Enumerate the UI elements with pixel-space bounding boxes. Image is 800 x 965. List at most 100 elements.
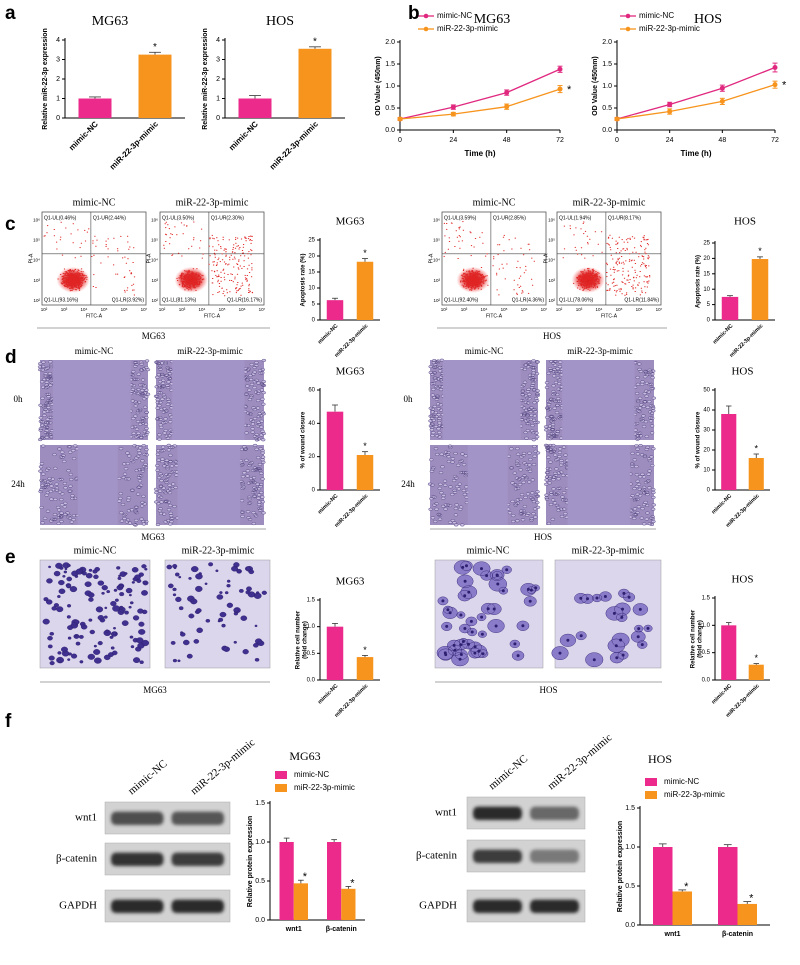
- quadrant-label: Q1-UR(2.44%): [93, 215, 126, 221]
- flow-x-tick: 10⁶: [239, 307, 246, 312]
- flow-y-tick: 10⁴: [151, 258, 158, 263]
- flow-x-tick: 10³: [179, 307, 186, 312]
- x-axis-label: Time (h): [681, 149, 712, 158]
- bar: [356, 455, 374, 490]
- chart-title: MG63: [474, 12, 511, 27]
- bar: [341, 888, 356, 920]
- x-tick-label: mimic-NC: [712, 323, 734, 345]
- legend-swatch: [275, 771, 287, 779]
- y-tick-label: 0.0: [602, 127, 612, 134]
- flow-y-tick: 10⁶: [433, 217, 440, 222]
- bar: [279, 842, 294, 920]
- y-tick-label: 20: [703, 256, 710, 262]
- point: [504, 104, 510, 110]
- blot-band: [530, 899, 579, 914]
- column-title: mimic-NC: [75, 346, 114, 356]
- y-tick-label: 1.5: [602, 61, 612, 68]
- point: [397, 116, 403, 122]
- y-tick-label: 0: [312, 488, 316, 494]
- flow-x-tick: 10²: [556, 307, 563, 312]
- flow-y-tick: 10⁴: [433, 258, 440, 263]
- protein-label: β-catenin: [56, 853, 98, 865]
- column-title: mimic-NC: [465, 346, 504, 356]
- quadrant-label: Q1-LR(16.17%): [227, 297, 262, 303]
- protein-label: GAPDH: [59, 900, 97, 912]
- flow-y-tick: 10⁵: [33, 237, 40, 242]
- y-tick-label: 0: [56, 115, 60, 122]
- stained-cells: [42, 562, 150, 666]
- flow-x-tick: 10³: [61, 307, 68, 312]
- series-line: [399, 88, 561, 120]
- blot-band: [171, 811, 224, 826]
- bar: [721, 414, 737, 490]
- y-tick-label: 0.0: [625, 922, 635, 929]
- flow-plot: [556, 211, 662, 306]
- bar: [721, 625, 737, 680]
- blot-band: [530, 849, 579, 864]
- y-tick-label: 15: [703, 271, 710, 277]
- y-axis-label: OD Value (450nm): [592, 56, 599, 116]
- protein-label: wnt1: [435, 807, 457, 819]
- blot-band: [171, 899, 224, 914]
- legend-swatch: [275, 784, 287, 792]
- y-tick-label: 20: [703, 448, 710, 454]
- quadrant-label: Q1-LR(11.84%): [624, 297, 659, 303]
- y-tick-label: 4: [216, 37, 220, 44]
- legend-label: miR-22-3p-mimic: [639, 24, 700, 33]
- row-label: 0h: [14, 394, 24, 404]
- blot-band: [530, 806, 579, 821]
- chart-title: HOS: [266, 14, 294, 29]
- series-line: [399, 68, 561, 120]
- significance: *: [363, 645, 367, 655]
- quadrant-label: Q1-UR(8.17%): [608, 215, 641, 221]
- y-tick-label: 0: [312, 318, 316, 324]
- quadrant-label: Q1-LR(4.36%): [512, 297, 545, 303]
- y-tick-label: 3: [56, 56, 60, 63]
- blot-band: [111, 852, 164, 867]
- flow-plot: [159, 211, 265, 306]
- y-tick-label: 0.0: [385, 127, 395, 134]
- column-title: miR-22-3p-mimic: [188, 737, 257, 798]
- blot-band: [473, 806, 522, 821]
- y-tick-label: 1: [56, 95, 60, 102]
- flow-x-tick: 10⁶: [121, 307, 128, 312]
- quadrant-label: Q1-LL(93.16%): [44, 297, 79, 303]
- significance: *: [363, 248, 367, 258]
- y-tick-label: 1.5: [702, 596, 711, 602]
- x-tick-label: miR-22-3p-mimic: [108, 119, 160, 171]
- quadrant-label: Q1-UR(2.30%): [211, 215, 244, 221]
- legend-marker: [423, 26, 429, 32]
- significance: *: [754, 653, 758, 663]
- legend-label: miR-22-3p-mimic: [437, 24, 498, 33]
- bar: [751, 259, 769, 320]
- x-tick-label: 48: [718, 137, 726, 144]
- flow-x-tick: 10²: [441, 307, 448, 312]
- flow-x-tick: 10³: [576, 307, 583, 312]
- quadrant-label: Q1-UL(0.46%): [44, 215, 77, 221]
- flow-events: [43, 221, 136, 296]
- blot-band: [473, 899, 522, 914]
- blot-band: [111, 811, 164, 826]
- chart-title: HOS: [731, 366, 753, 378]
- flow-y-tick: 10⁵: [151, 237, 158, 242]
- bar: [326, 300, 344, 320]
- protein-label: β-catenin: [416, 850, 458, 862]
- y-tick-label: 10: [703, 287, 710, 293]
- column-title: miR-22-3p-mimic: [545, 732, 614, 793]
- flow-y-axis: PI-A: [146, 253, 152, 263]
- panel-label: b: [408, 3, 420, 24]
- y-axis-label: (fold change): [698, 620, 704, 658]
- flow-x-tick: 10²: [159, 307, 166, 312]
- flow-x-tick: 10⁵: [219, 307, 226, 312]
- y-tick-label: 0.5: [702, 650, 711, 656]
- cells: [427, 444, 541, 527]
- group-label: MG63: [143, 685, 167, 695]
- blot-band: [111, 899, 164, 914]
- point: [504, 90, 510, 96]
- legend-label: miR-22-3p-mimic: [664, 790, 725, 799]
- point: [719, 98, 725, 104]
- x-tick-label: mimic-NC: [227, 119, 260, 152]
- y-axis-label: OD Value (450nm): [375, 56, 382, 116]
- column-title: mimic-NC: [486, 753, 530, 792]
- stained-cells: [436, 560, 540, 667]
